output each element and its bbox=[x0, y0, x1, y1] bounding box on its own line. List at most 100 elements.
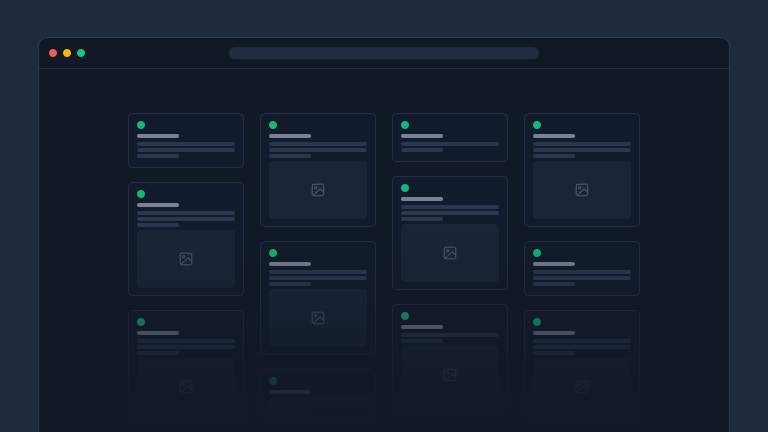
card-with-image[interactable] bbox=[260, 241, 376, 355]
skeleton-title bbox=[137, 331, 179, 335]
feed-column-1 bbox=[128, 113, 244, 424]
skeleton-line bbox=[533, 148, 631, 152]
skeleton-line bbox=[401, 205, 499, 209]
image-icon bbox=[179, 252, 193, 266]
image-icon bbox=[443, 368, 457, 382]
image-icon bbox=[311, 311, 325, 325]
skeleton-line bbox=[137, 211, 235, 215]
skeleton-line bbox=[269, 282, 311, 286]
window-control-maximize-button[interactable] bbox=[77, 49, 85, 57]
skeleton-line bbox=[269, 142, 367, 146]
image-icon bbox=[443, 246, 457, 260]
skeleton-line bbox=[533, 345, 631, 349]
skeleton-line bbox=[269, 410, 311, 414]
card-with-image[interactable] bbox=[524, 310, 640, 424]
skeleton-line bbox=[269, 148, 367, 152]
status-dot bbox=[269, 121, 277, 129]
card-text-only[interactable] bbox=[524, 241, 640, 296]
skeleton-title bbox=[533, 262, 575, 266]
skeleton-line bbox=[137, 351, 179, 355]
skeleton-title bbox=[269, 262, 311, 266]
skeleton-line bbox=[401, 148, 443, 152]
skeleton-line bbox=[533, 142, 631, 146]
image-icon bbox=[575, 380, 589, 394]
skeleton-line bbox=[533, 351, 575, 355]
status-dot bbox=[269, 249, 277, 257]
status-dot bbox=[533, 121, 541, 129]
skeleton-title bbox=[137, 134, 179, 138]
skeleton-line bbox=[401, 211, 499, 215]
skeleton-title bbox=[269, 134, 311, 138]
status-dot bbox=[401, 121, 409, 129]
skeleton-line bbox=[533, 270, 631, 274]
window-control-minimize-button[interactable] bbox=[63, 49, 71, 57]
image-placeholder bbox=[269, 161, 367, 219]
skeleton-line bbox=[137, 345, 235, 349]
skeleton-line bbox=[137, 339, 235, 343]
skeleton-title bbox=[269, 390, 311, 394]
status-dot bbox=[533, 249, 541, 257]
image-placeholder bbox=[137, 358, 235, 416]
card-text-only[interactable] bbox=[260, 369, 376, 424]
skeleton-line bbox=[401, 142, 499, 146]
skeleton-line bbox=[137, 217, 235, 221]
browser-window bbox=[38, 37, 730, 432]
status-dot bbox=[533, 318, 541, 326]
card-with-image[interactable] bbox=[392, 176, 508, 290]
window-control-close-button[interactable] bbox=[49, 49, 57, 57]
status-dot bbox=[137, 121, 145, 129]
skeleton-title bbox=[533, 134, 575, 138]
skeleton-line bbox=[137, 223, 179, 227]
status-dot bbox=[401, 312, 409, 320]
card-with-image[interactable] bbox=[128, 182, 244, 296]
skeleton-title bbox=[533, 331, 575, 335]
feed-column-4 bbox=[524, 113, 640, 424]
image-placeholder bbox=[137, 230, 235, 288]
skeleton-line bbox=[137, 154, 179, 158]
window-title-bar bbox=[39, 38, 729, 69]
skeleton-line bbox=[269, 270, 367, 274]
card-with-image[interactable] bbox=[392, 304, 508, 412]
address-bar-input[interactable] bbox=[229, 47, 539, 59]
skeleton-line bbox=[533, 276, 631, 280]
image-placeholder bbox=[401, 224, 499, 282]
feed-column-2 bbox=[260, 113, 376, 424]
card-with-image[interactable] bbox=[260, 113, 376, 227]
card-with-image[interactable] bbox=[128, 310, 244, 424]
skeleton-line bbox=[533, 154, 575, 158]
skeleton-title bbox=[401, 197, 443, 201]
skeleton-line bbox=[269, 404, 367, 408]
skeleton-title bbox=[401, 134, 443, 138]
skeleton-line bbox=[533, 282, 575, 286]
image-placeholder bbox=[533, 161, 631, 219]
feed-column-3 bbox=[392, 113, 508, 424]
image-icon bbox=[311, 183, 325, 197]
image-placeholder bbox=[269, 289, 367, 347]
skeleton-title bbox=[137, 203, 179, 207]
skeleton-line bbox=[401, 217, 443, 221]
skeleton-line bbox=[269, 398, 367, 402]
image-placeholder bbox=[533, 358, 631, 416]
window-controls bbox=[49, 49, 85, 57]
image-icon bbox=[575, 183, 589, 197]
skeleton-line bbox=[533, 339, 631, 343]
card-text-only[interactable] bbox=[128, 113, 244, 168]
skeleton-line bbox=[401, 339, 443, 343]
skeleton-line bbox=[401, 333, 499, 337]
card-feed bbox=[39, 113, 729, 424]
image-placeholder bbox=[401, 346, 499, 404]
skeleton-title bbox=[401, 325, 443, 329]
skeleton-line bbox=[269, 154, 311, 158]
skeleton-line bbox=[137, 142, 235, 146]
status-dot bbox=[137, 318, 145, 326]
card-text-only[interactable] bbox=[392, 113, 508, 162]
skeleton-line bbox=[269, 276, 367, 280]
status-dot bbox=[401, 184, 409, 192]
image-icon bbox=[179, 380, 193, 394]
status-dot bbox=[269, 377, 277, 385]
status-dot bbox=[137, 190, 145, 198]
content-area bbox=[39, 69, 729, 432]
skeleton-line bbox=[137, 148, 235, 152]
card-with-image[interactable] bbox=[524, 113, 640, 227]
